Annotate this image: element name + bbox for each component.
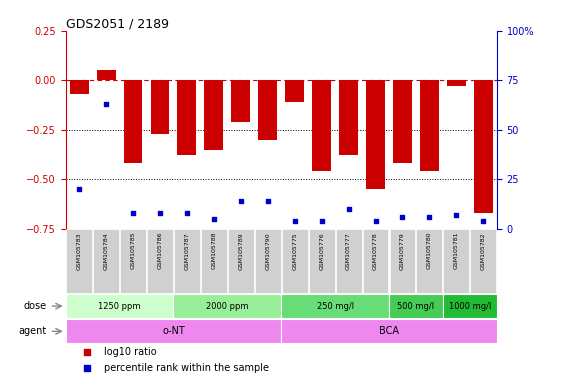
Bar bbox=[339, 80, 358, 156]
Bar bbox=[228, 229, 254, 293]
Text: agent: agent bbox=[18, 326, 47, 336]
Bar bbox=[366, 80, 385, 189]
Point bbox=[371, 218, 380, 224]
Text: GSM105789: GSM105789 bbox=[238, 232, 243, 270]
Bar bbox=[120, 229, 146, 293]
Text: 2000 ppm: 2000 ppm bbox=[206, 301, 248, 311]
Bar bbox=[393, 80, 412, 163]
Bar bbox=[151, 80, 170, 134]
Bar bbox=[66, 294, 174, 318]
Text: GSM105786: GSM105786 bbox=[158, 232, 163, 270]
Bar bbox=[96, 70, 115, 80]
Bar bbox=[281, 294, 389, 318]
Bar bbox=[420, 80, 439, 171]
Bar bbox=[282, 229, 308, 293]
Bar bbox=[66, 229, 92, 293]
Point bbox=[75, 186, 84, 192]
Bar bbox=[147, 229, 173, 293]
Point bbox=[425, 214, 434, 220]
Bar bbox=[286, 80, 304, 102]
Bar bbox=[447, 80, 466, 86]
Point bbox=[452, 212, 461, 218]
Bar bbox=[204, 80, 223, 149]
Bar bbox=[174, 229, 200, 293]
Point bbox=[290, 218, 299, 224]
Point bbox=[182, 210, 191, 216]
Text: GSM105777: GSM105777 bbox=[346, 232, 351, 270]
Text: 1250 ppm: 1250 ppm bbox=[98, 301, 141, 311]
Bar bbox=[255, 229, 281, 293]
Text: log10 ratio: log10 ratio bbox=[104, 347, 157, 357]
Text: GDS2051 / 2189: GDS2051 / 2189 bbox=[66, 18, 168, 31]
Text: GSM105782: GSM105782 bbox=[481, 232, 486, 270]
Bar bbox=[336, 229, 361, 293]
Text: 500 mg/l: 500 mg/l bbox=[397, 301, 435, 311]
Bar bbox=[471, 229, 496, 293]
Point bbox=[398, 214, 407, 220]
Bar bbox=[281, 319, 497, 343]
Text: o-NT: o-NT bbox=[162, 326, 185, 336]
Bar bbox=[201, 229, 227, 293]
Text: GSM105780: GSM105780 bbox=[427, 232, 432, 270]
Point bbox=[155, 210, 164, 216]
Bar bbox=[389, 294, 443, 318]
Point bbox=[102, 101, 111, 107]
Point bbox=[263, 198, 272, 204]
Bar bbox=[416, 229, 443, 293]
Point bbox=[210, 216, 219, 222]
Text: percentile rank within the sample: percentile rank within the sample bbox=[104, 363, 270, 373]
Point bbox=[236, 198, 246, 204]
Bar bbox=[70, 80, 89, 94]
Text: GSM105788: GSM105788 bbox=[211, 232, 216, 270]
Text: GSM105775: GSM105775 bbox=[292, 232, 297, 270]
Bar bbox=[443, 294, 497, 318]
Bar bbox=[312, 80, 331, 171]
Point bbox=[128, 210, 138, 216]
Bar bbox=[178, 80, 196, 156]
Point bbox=[83, 365, 92, 371]
Text: GSM105778: GSM105778 bbox=[373, 232, 378, 270]
Point bbox=[344, 206, 353, 212]
Text: dose: dose bbox=[23, 301, 47, 311]
Bar bbox=[474, 80, 493, 213]
Text: 250 mg/l: 250 mg/l bbox=[316, 301, 353, 311]
Bar bbox=[363, 229, 388, 293]
Point bbox=[83, 349, 92, 355]
Bar bbox=[258, 80, 277, 140]
Bar bbox=[93, 229, 119, 293]
Bar bbox=[123, 80, 142, 163]
Text: GSM105783: GSM105783 bbox=[77, 232, 82, 270]
Bar bbox=[444, 229, 469, 293]
Bar bbox=[174, 294, 281, 318]
Bar bbox=[66, 319, 281, 343]
Text: BCA: BCA bbox=[379, 326, 399, 336]
Bar bbox=[231, 80, 250, 122]
Text: 1000 mg/l: 1000 mg/l bbox=[449, 301, 491, 311]
Text: GSM105776: GSM105776 bbox=[319, 232, 324, 270]
Text: GSM105787: GSM105787 bbox=[184, 232, 190, 270]
Text: GSM105784: GSM105784 bbox=[103, 232, 108, 270]
Bar bbox=[389, 229, 415, 293]
Text: GSM105781: GSM105781 bbox=[454, 232, 459, 270]
Point bbox=[478, 218, 488, 224]
Point bbox=[317, 218, 326, 224]
Text: GSM105779: GSM105779 bbox=[400, 232, 405, 270]
Text: GSM105790: GSM105790 bbox=[266, 232, 270, 270]
Bar bbox=[309, 229, 335, 293]
Text: GSM105785: GSM105785 bbox=[131, 232, 135, 270]
